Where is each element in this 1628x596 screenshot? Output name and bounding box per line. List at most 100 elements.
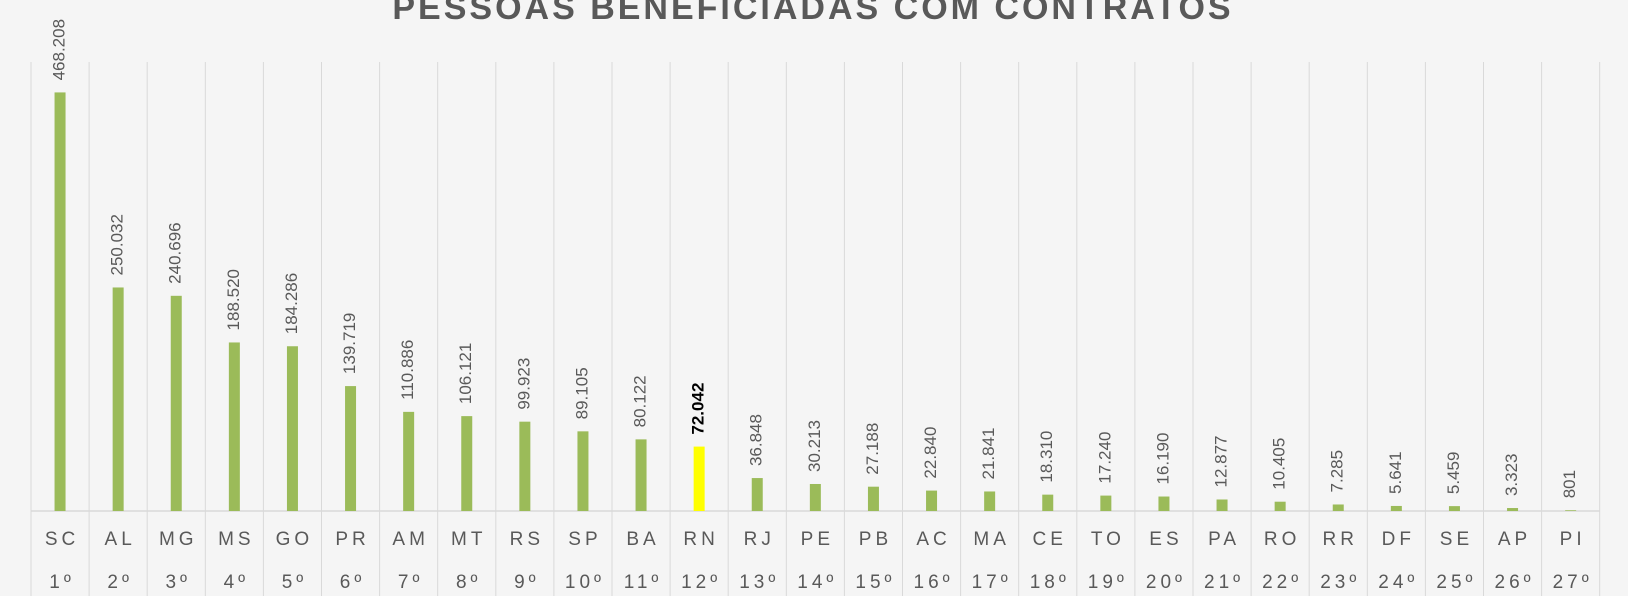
x-tick-label: PI <box>1560 529 1586 550</box>
rank-label: 3º <box>165 572 191 593</box>
bar <box>1565 510 1577 511</box>
x-tick-label: MA <box>973 529 1010 550</box>
x-tick-label: MS <box>218 529 255 550</box>
value-label: 12.877 <box>1212 435 1231 487</box>
value-label: 250.032 <box>108 214 127 275</box>
value-label: 36.848 <box>747 414 766 466</box>
rank-label: 15º <box>855 572 895 593</box>
x-tick-label: PA <box>1208 529 1240 550</box>
x-tick-label: RJ <box>744 529 775 550</box>
bar <box>345 386 357 511</box>
bar <box>1448 506 1460 511</box>
x-tick-label: MT <box>451 529 486 550</box>
x-tick-label: AC <box>916 529 950 550</box>
rank-label: 2º <box>107 572 133 593</box>
rank-label: 9º <box>514 572 540 593</box>
rank-label: 7º <box>398 572 424 593</box>
bar <box>693 446 705 511</box>
value-label: 106.121 <box>456 343 475 404</box>
bar <box>751 478 763 511</box>
bar <box>1332 504 1344 511</box>
rank-label: 5º <box>282 572 308 593</box>
bar <box>1274 501 1286 511</box>
value-label: 22.840 <box>921 427 940 479</box>
rank-label: 8º <box>456 572 482 593</box>
rank-label: 17º <box>972 572 1012 593</box>
bar <box>926 490 938 511</box>
x-tick-label: RO <box>1264 529 1301 550</box>
rank-label: 27º <box>1553 572 1593 593</box>
bar <box>461 416 473 511</box>
value-label: 80.122 <box>631 375 650 427</box>
rank-label: 13º <box>739 572 779 593</box>
x-tick-label: TO <box>1091 529 1125 550</box>
value-label: 184.286 <box>282 273 301 334</box>
rank-label: 22º <box>1262 572 1302 593</box>
x-tick-label: AL <box>105 529 136 550</box>
rank-label: 25º <box>1436 572 1476 593</box>
x-tick-label: SP <box>568 529 601 550</box>
chart-title: PESSOAS BENEFICIADAS COM CONTRATOS <box>392 0 1233 27</box>
rank-label: 24º <box>1378 572 1418 593</box>
x-tick-label: SE <box>1440 529 1473 550</box>
value-label: 139.719 <box>340 313 359 374</box>
bar <box>170 295 182 511</box>
value-label: 5.641 <box>1386 451 1405 494</box>
bar <box>984 491 996 511</box>
x-tick-label: DF <box>1382 529 1415 550</box>
value-label: 21.841 <box>979 427 998 479</box>
value-label: 16.190 <box>1153 433 1172 485</box>
value-label: 5.459 <box>1444 452 1463 495</box>
x-tick-label: PE <box>801 529 834 550</box>
value-label: 240.696 <box>166 222 185 283</box>
x-tick-label: BA <box>626 529 659 550</box>
rank-label: 11º <box>624 572 663 593</box>
bar <box>1507 508 1519 511</box>
rank-label: 21º <box>1204 572 1244 593</box>
x-tick-label: MG <box>159 529 198 550</box>
value-label: 7.285 <box>1328 450 1347 493</box>
value-label: 30.213 <box>805 420 824 472</box>
value-label: 72.042 <box>689 383 708 435</box>
bar <box>1042 494 1054 511</box>
bar <box>867 486 879 511</box>
x-tick-label: GO <box>276 529 314 550</box>
rank-label: 18º <box>1030 572 1070 593</box>
rank-label: 1º <box>49 572 75 593</box>
rank-label: 4º <box>224 572 250 593</box>
x-tick-label: CE <box>1033 529 1067 550</box>
value-label: 468.208 <box>50 19 69 80</box>
bar <box>1158 496 1170 511</box>
bar <box>54 92 66 511</box>
x-tick-label: RR <box>1323 529 1358 550</box>
rank-label: 23º <box>1320 572 1360 593</box>
rank-label: 19º <box>1088 572 1128 593</box>
x-tick-label: AM <box>392 529 429 550</box>
bar <box>809 483 821 511</box>
x-tick-label: RS <box>510 529 544 550</box>
bar <box>112 287 124 511</box>
x-tick-label: SC <box>45 529 79 550</box>
rank-label: 26º <box>1495 572 1535 593</box>
rank-label: 20º <box>1146 572 1186 593</box>
bar <box>403 411 415 511</box>
bar <box>577 431 589 511</box>
value-label: 99.923 <box>514 358 533 410</box>
bar <box>635 439 647 511</box>
value-label: 110.886 <box>398 340 417 400</box>
value-label: 3.323 <box>1502 453 1521 496</box>
x-tick-label: AP <box>1498 529 1531 550</box>
bar <box>1100 495 1112 511</box>
value-label: 17.240 <box>1095 432 1114 484</box>
bar <box>1390 505 1402 511</box>
bar <box>228 342 240 511</box>
value-label: 188.520 <box>224 269 243 330</box>
x-tick-label: PB <box>859 529 892 550</box>
value-label: 18.310 <box>1037 431 1056 483</box>
bar <box>1216 499 1228 511</box>
rank-label: 10º <box>565 572 605 593</box>
bar <box>286 346 298 511</box>
value-label: 10.405 <box>1270 438 1289 490</box>
rank-label: 12º <box>681 572 721 593</box>
